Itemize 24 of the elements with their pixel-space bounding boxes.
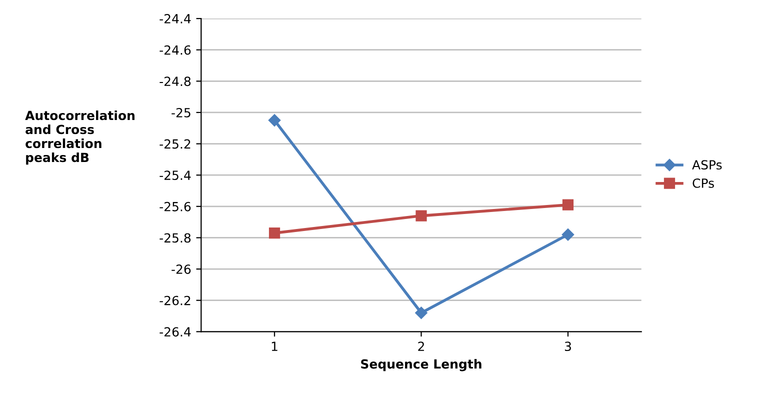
y-tick-label: -25.4 bbox=[160, 170, 191, 180]
point bbox=[562, 228, 574, 241]
y-tick-label: -25 bbox=[172, 108, 190, 118]
y-tick-label: -26.4 bbox=[160, 327, 191, 337]
y-axis-title: Autocorrelation and Cross correlation peaks dB bbox=[25, 110, 134, 165]
y-tick-label: -26.2 bbox=[160, 296, 190, 306]
legend-label: ASPs bbox=[692, 160, 722, 170]
point bbox=[268, 227, 280, 239]
point bbox=[268, 114, 281, 126]
y-tick-label: -26 bbox=[172, 264, 191, 274]
y-tick-label: -25.2 bbox=[160, 139, 190, 149]
y-tick-label: -24.6 bbox=[160, 45, 191, 55]
x-axis-title: Sequence Length bbox=[361, 359, 482, 372]
y-tick-label: -24.8 bbox=[160, 76, 191, 86]
point bbox=[562, 199, 574, 210]
y-tick-label: -25.6 bbox=[160, 202, 191, 212]
point bbox=[416, 210, 427, 222]
legend-label: CPs bbox=[692, 178, 714, 188]
y-tick-label: -24.4 bbox=[160, 14, 191, 24]
x-tick-label: 3 bbox=[564, 342, 571, 352]
x-tick-label: 1 bbox=[272, 342, 278, 351]
y-tick-label: -25.8 bbox=[160, 233, 191, 243]
point bbox=[415, 306, 428, 319]
x-tick-label: 2 bbox=[418, 342, 424, 351]
